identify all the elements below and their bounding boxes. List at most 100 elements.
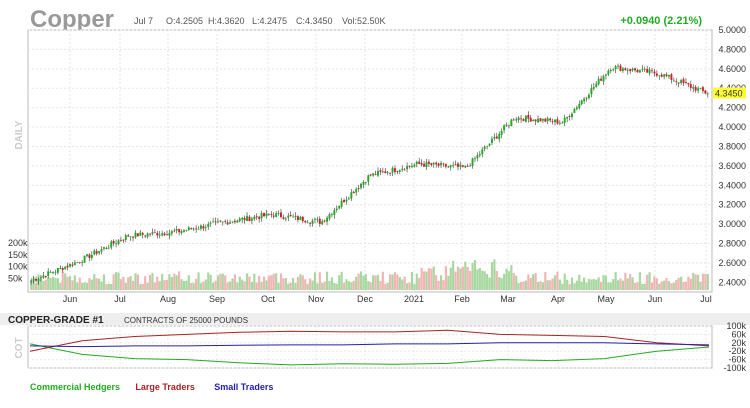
candle-body bbox=[347, 198, 350, 200]
volume-bar bbox=[597, 277, 600, 290]
candle-body bbox=[687, 83, 690, 85]
volume-bar bbox=[687, 276, 690, 290]
candle-body bbox=[360, 183, 362, 188]
volume-bar bbox=[364, 274, 367, 290]
volume-bar bbox=[292, 278, 295, 290]
volume-bar bbox=[114, 272, 118, 290]
candle-body bbox=[634, 68, 637, 71]
candle-body bbox=[95, 251, 98, 254]
candle-body bbox=[216, 221, 219, 223]
volume-bar bbox=[129, 276, 132, 290]
candle-body bbox=[132, 236, 135, 238]
candle-body bbox=[241, 217, 244, 220]
candle-body bbox=[583, 98, 586, 102]
candle-body bbox=[44, 275, 47, 277]
volume-bar bbox=[124, 282, 127, 290]
volume-bar bbox=[561, 283, 564, 290]
candle-body bbox=[119, 239, 122, 241]
volume-bar bbox=[570, 277, 574, 290]
candle-body bbox=[105, 248, 108, 249]
candle-body bbox=[449, 165, 452, 168]
volume-bar bbox=[369, 282, 372, 290]
volume-bar bbox=[30, 282, 33, 290]
cot-series-line bbox=[29, 343, 710, 366]
x-tick-label: Dec bbox=[357, 294, 374, 304]
candle-body bbox=[384, 171, 387, 174]
candle-body bbox=[461, 165, 464, 167]
candle-body bbox=[146, 233, 149, 237]
last-price-tag: 4.3450 bbox=[713, 87, 746, 99]
ohlc-close: C:4.3450 bbox=[296, 16, 333, 26]
x-tick-label: Feb bbox=[454, 294, 470, 304]
price-tick-label: 4.2000 bbox=[718, 103, 746, 113]
volume-bar bbox=[456, 266, 460, 290]
candle-body bbox=[672, 80, 675, 82]
candle-body bbox=[631, 68, 634, 71]
volume-bar bbox=[549, 280, 552, 290]
volume-bar bbox=[391, 274, 394, 290]
volume-bar bbox=[158, 281, 161, 290]
candle-body bbox=[209, 222, 212, 224]
volume-bar bbox=[136, 274, 140, 290]
candle-body bbox=[141, 233, 144, 235]
candle-body bbox=[52, 272, 55, 273]
volume-bar bbox=[306, 283, 309, 290]
candle-body bbox=[292, 216, 295, 218]
candle-body bbox=[335, 208, 338, 211]
volume-bar bbox=[534, 273, 537, 290]
volume-bar bbox=[556, 271, 559, 290]
candle-body bbox=[437, 163, 440, 166]
volume-bar bbox=[575, 280, 578, 290]
candle-body bbox=[343, 200, 346, 203]
volume-bar bbox=[161, 273, 164, 290]
volume-bar bbox=[39, 278, 43, 290]
candle-body bbox=[500, 130, 503, 135]
candle-body bbox=[403, 169, 406, 171]
candle-body bbox=[503, 125, 506, 131]
volume-bar bbox=[73, 275, 76, 290]
candle-body bbox=[187, 227, 190, 231]
candle-body bbox=[587, 94, 590, 99]
volume-bar bbox=[250, 281, 253, 290]
candle-body bbox=[532, 119, 535, 122]
candle-body bbox=[253, 216, 256, 220]
volume-bar bbox=[432, 266, 435, 290]
cot-title: COPPER-GRADE #1 bbox=[8, 315, 104, 326]
volume-bar bbox=[170, 276, 173, 290]
candle-body bbox=[651, 70, 653, 72]
volume-bar bbox=[207, 272, 210, 290]
cot-header-bar bbox=[0, 313, 750, 325]
volume-bar bbox=[236, 282, 239, 290]
candle-body bbox=[595, 83, 598, 88]
candle-body bbox=[275, 213, 278, 217]
volume-bar bbox=[590, 279, 593, 290]
volume-bars bbox=[30, 259, 709, 290]
volume-bar bbox=[83, 282, 86, 290]
volume-bar bbox=[34, 282, 38, 290]
candle-body bbox=[626, 70, 629, 71]
volume-bar bbox=[328, 280, 331, 290]
volume-bar bbox=[495, 270, 498, 290]
volume-bar bbox=[299, 274, 302, 290]
volume-bar bbox=[439, 275, 443, 290]
candle-body bbox=[83, 255, 86, 263]
candle-body bbox=[418, 161, 421, 164]
candle-body bbox=[39, 276, 42, 279]
candle-body bbox=[316, 219, 319, 221]
cot-tick-label: -60k bbox=[728, 355, 746, 365]
volume-bar bbox=[498, 277, 501, 290]
volume-bar bbox=[345, 279, 348, 290]
candle-body bbox=[549, 118, 552, 121]
volume-bar bbox=[408, 282, 411, 290]
candle-body bbox=[655, 73, 658, 76]
candle-body bbox=[544, 118, 547, 122]
volume-bar bbox=[316, 283, 319, 290]
candle-body bbox=[471, 158, 474, 166]
volume-bar bbox=[88, 278, 91, 290]
volume-bar bbox=[607, 282, 610, 290]
candle-body bbox=[76, 261, 79, 263]
cot-legend-item: Commercial Hedgers bbox=[30, 382, 120, 392]
candle-body bbox=[321, 221, 324, 225]
volume-bar bbox=[677, 277, 680, 290]
